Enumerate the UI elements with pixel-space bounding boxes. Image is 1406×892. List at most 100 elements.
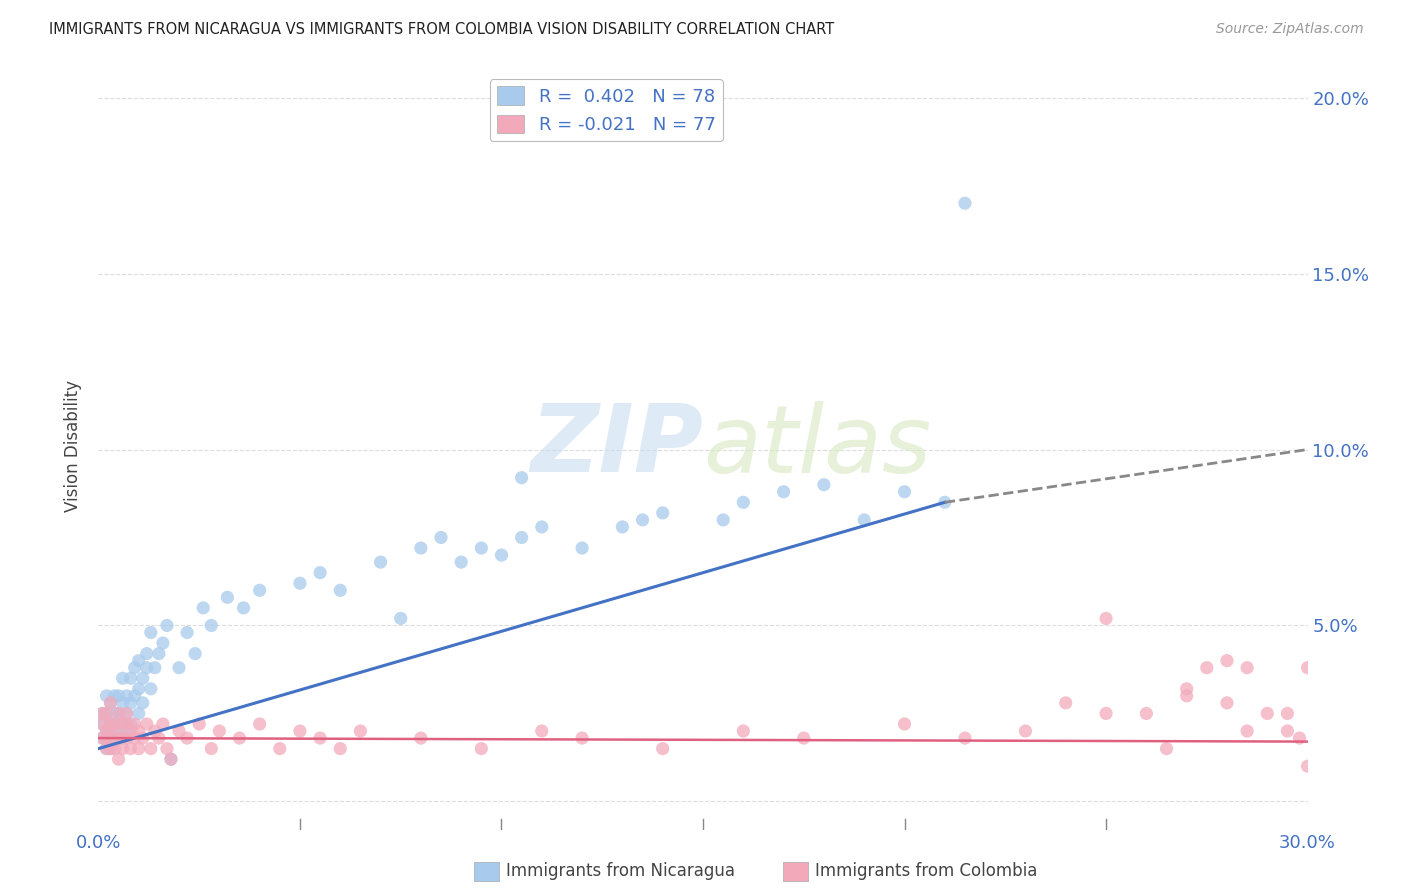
Point xyxy=(228,731,250,745)
Point xyxy=(120,724,142,739)
Point xyxy=(135,661,157,675)
Text: Immigrants from Nicaragua: Immigrants from Nicaragua xyxy=(506,863,735,880)
Point xyxy=(953,731,976,745)
Point xyxy=(176,731,198,745)
Point xyxy=(188,717,211,731)
Point xyxy=(128,706,150,721)
Point xyxy=(111,696,134,710)
Point xyxy=(139,625,162,640)
Point xyxy=(107,706,129,721)
Point xyxy=(100,696,122,710)
Point xyxy=(91,717,114,731)
Point xyxy=(100,696,122,710)
Point xyxy=(530,724,553,739)
Point xyxy=(139,741,162,756)
Point xyxy=(120,696,142,710)
Point xyxy=(329,583,352,598)
Point xyxy=(96,724,118,739)
Point xyxy=(115,706,138,721)
Point xyxy=(510,471,533,485)
Point xyxy=(107,752,129,766)
Point xyxy=(1296,661,1319,675)
Point xyxy=(103,689,125,703)
Point xyxy=(309,731,332,745)
Point xyxy=(269,741,291,756)
Point xyxy=(107,724,129,739)
Point xyxy=(120,741,142,756)
Point xyxy=(288,576,311,591)
Point xyxy=(491,548,513,562)
Point xyxy=(184,647,207,661)
Point xyxy=(510,531,533,545)
Point xyxy=(1095,611,1118,625)
Point xyxy=(107,731,129,745)
Point xyxy=(733,724,755,739)
Point xyxy=(124,731,146,745)
Point xyxy=(107,731,129,745)
Point xyxy=(1195,661,1218,675)
Point xyxy=(120,671,142,685)
Text: Source: ZipAtlas.com: Source: ZipAtlas.com xyxy=(1216,22,1364,37)
Point xyxy=(813,477,835,491)
Point xyxy=(128,724,150,739)
Point xyxy=(329,741,352,756)
Point xyxy=(1296,759,1319,773)
Point xyxy=(160,752,183,766)
Point xyxy=(156,741,179,756)
Y-axis label: Vision Disability: Vision Disability xyxy=(65,380,83,512)
Point xyxy=(115,689,138,703)
Point xyxy=(128,654,150,668)
Point xyxy=(370,555,392,569)
Point xyxy=(1054,696,1077,710)
Point xyxy=(711,513,734,527)
Point xyxy=(96,741,118,756)
Point xyxy=(631,513,654,527)
Point xyxy=(91,731,114,745)
Point xyxy=(111,731,134,745)
Point xyxy=(128,681,150,696)
Point xyxy=(91,706,114,721)
Point xyxy=(100,741,122,756)
Point xyxy=(143,661,166,675)
Point xyxy=(571,541,593,555)
Point xyxy=(135,647,157,661)
Point xyxy=(200,618,222,632)
Point xyxy=(96,706,118,721)
Point xyxy=(132,671,155,685)
Point xyxy=(409,731,432,745)
Point xyxy=(530,520,553,534)
Point xyxy=(651,506,673,520)
Point xyxy=(249,717,271,731)
Point xyxy=(1277,724,1299,739)
Point xyxy=(152,717,174,731)
Text: Immigrants from Colombia: Immigrants from Colombia xyxy=(815,863,1038,880)
Point xyxy=(1156,741,1178,756)
Point xyxy=(249,583,271,598)
Point xyxy=(124,717,146,731)
Point xyxy=(96,689,118,703)
Text: atlas: atlas xyxy=(703,401,931,491)
Point xyxy=(934,495,956,509)
Point xyxy=(115,717,138,731)
Point xyxy=(309,566,332,580)
Point xyxy=(107,689,129,703)
Point xyxy=(772,484,794,499)
Point xyxy=(176,625,198,640)
Point xyxy=(111,741,134,756)
Point xyxy=(96,731,118,745)
Point xyxy=(111,717,134,731)
Point xyxy=(1236,661,1258,675)
Legend: R =  0.402   N = 78, R = -0.021   N = 77: R = 0.402 N = 78, R = -0.021 N = 77 xyxy=(489,79,723,141)
Point xyxy=(430,531,453,545)
Point xyxy=(1288,731,1310,745)
Point xyxy=(96,741,118,756)
Point xyxy=(1014,724,1036,739)
Text: IMMIGRANTS FROM NICARAGUA VS IMMIGRANTS FROM COLOMBIA VISION DISABILITY CORRELAT: IMMIGRANTS FROM NICARAGUA VS IMMIGRANTS … xyxy=(49,22,834,37)
Point xyxy=(132,731,155,745)
Point xyxy=(100,724,122,739)
Point xyxy=(450,555,472,569)
Point xyxy=(148,647,170,661)
Point xyxy=(167,724,190,739)
Point xyxy=(893,717,915,731)
Point xyxy=(132,696,155,710)
